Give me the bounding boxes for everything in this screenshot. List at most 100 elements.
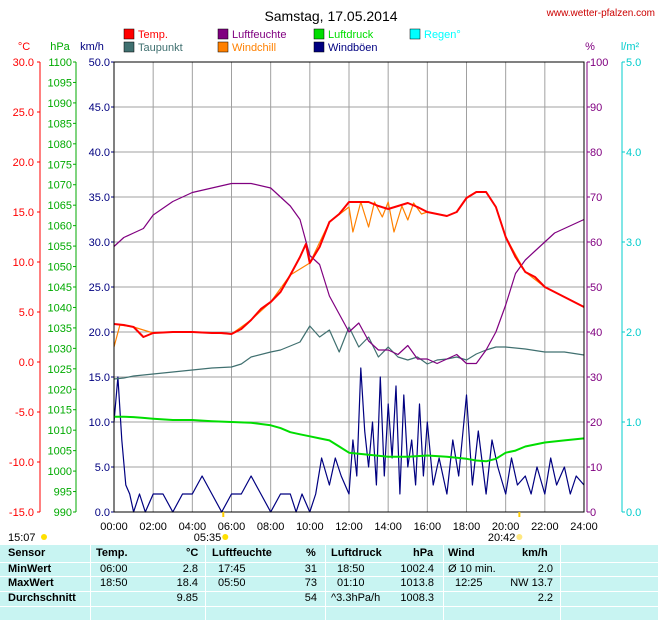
legend-swatch [123,28,135,40]
tick-label-pressure: 990 [54,507,72,519]
legend: Temp. Luftfeuchte Luftdruck Regen° Taupunkt W… [123,28,461,54]
legend-label: Temp. [138,29,168,41]
legend-swatch [123,41,135,53]
tick-label-x: 06:00 [218,521,246,533]
axis-unit-label: km/h [80,41,104,53]
tick-label-pressure: 1040 [48,302,72,314]
tick-label-x: 00:00 [100,521,128,533]
tick-label-pressure: 1065 [48,200,72,212]
tick-label-wind: 15.0 [89,372,110,384]
legend-label: Regen° [424,29,461,41]
header-humidity-unit: % [306,547,316,559]
max-temp-time: 18:50 [100,577,128,589]
pressure-trend: ^3.3hPa/h [331,592,381,604]
max-hum-value: 73 [304,577,317,589]
tick-label-pressure: 1085 [48,118,72,130]
tick-label-rain: 1.0 [626,417,641,429]
tick-label-temp: -15.0 [9,507,34,519]
header-wind: Wind [448,547,475,559]
axis-unit-label: °C [18,41,30,53]
tick-label-wind: 0.0 [95,507,110,519]
plot-frame [113,61,585,513]
tick-label-temp: 25.0 [13,107,34,119]
tick-label-pressure: 1080 [48,139,72,151]
source-label[interactable]: www.wetter-pfalzen.com [546,8,655,19]
avg-press-value: 1008.3 [400,592,434,604]
tick-label-temp: 0.0 [19,357,34,369]
tick-label-wind: 50.0 [89,57,110,69]
axis-unit-labels: °C hPa km/h% l/m² [18,41,640,53]
legend-swatch [409,28,421,40]
tick-label-pressure: 1010 [48,425,72,437]
legend-label: Luftdruck [328,29,374,41]
series-line-windben [113,367,585,513]
tick-label-temp: 15.0 [13,207,34,219]
legend-label: Taupunkt [138,42,183,54]
tick-label-humidity: 60 [590,237,602,249]
tick-label-x: 12:00 [335,521,363,533]
tick-label-humidity: 70 [590,192,602,204]
series-line-luftdruck [114,415,585,463]
min-wind-value: 2.0 [537,563,553,575]
header-pressure-unit: hPa [413,547,434,559]
bottom-markers: 15:07 05:35 20:42 [8,512,523,544]
tick-label-wind: 30.0 [89,237,110,249]
tick-label-humidity: 10 [590,462,602,474]
min-press-time: 18:50 [337,563,365,575]
tick-label-wind: 25.0 [89,282,110,294]
series-group [113,182,585,513]
tick-label-x: 24:00 [570,521,598,533]
legend-label: Windchill [232,42,276,54]
header-pressure: Luftdruck [331,547,382,559]
legend-label: Luftfeuchte [232,29,286,41]
header-temp: Temp. [96,547,128,559]
tick-label-wind: 20.0 [89,327,110,339]
min-press-value: 1002.4 [400,563,434,575]
tick-label-humidity: 100 [590,57,608,69]
chart-title: Samstag, 17.05.2014 [264,8,397,24]
tick-label-pressure: 1050 [48,262,72,274]
tick-label-temp: -5.0 [15,407,34,419]
tick-label-temp: 10.0 [13,257,34,269]
legend-swatch [217,28,229,40]
min-wind-time: Ø 10 min. [448,563,496,575]
tick-label-x: 04:00 [179,521,207,533]
tick-label-temp: -10.0 [9,457,34,469]
axis-unit-label: l/m² [621,41,640,53]
min-temp-value: 2.8 [182,563,198,575]
tick-label-temp: 20.0 [13,157,34,169]
tick-label-humidity: 90 [590,102,602,114]
tick-label-wind: 45.0 [89,102,110,114]
tick-label-rain: 3.0 [626,237,641,249]
sunrise-label: 05:35 [194,532,222,544]
series-line-taupunkt [113,325,585,380]
header-sensor: Sensor [8,547,46,559]
tick-label-pressure: 1095 [48,77,72,89]
header-temp-unit: °C [186,547,199,559]
tick-label-humidity: 80 [590,147,602,159]
sun-icon [41,534,47,540]
tick-label-pressure: 1015 [48,405,72,417]
axis-unit-label: hPa [50,41,70,53]
marker-label: 15:07 [8,532,36,544]
max-hum-time: 05:50 [218,577,246,589]
tick-label-pressure: 1045 [48,282,72,294]
tick-label-x: 08:00 [257,521,285,533]
tick-label-x: 22:00 [531,521,559,533]
tick-label-x: 18:00 [453,521,481,533]
tick-label-temp: 5.0 [19,307,34,319]
sunset-label: 20:42 [488,532,516,544]
tick-label-wind: 10.0 [89,417,110,429]
legend-swatch [313,28,325,40]
tick-label-rain: 5.0 [626,57,641,69]
min-hum-time: 17:45 [218,563,246,575]
tick-label-x: 10:00 [296,521,324,533]
max-press-time: 01:10 [337,577,365,589]
sunrise-icon [222,534,229,540]
series-line-luftfeuchte [113,182,585,365]
tick-label-humidity: 40 [590,327,602,339]
max-press-value: 1013.8 [400,577,434,589]
tick-label-rain: 0.0 [626,507,641,519]
tick-label-pressure: 1090 [48,98,72,110]
tick-label-temp: 30.0 [13,57,34,69]
